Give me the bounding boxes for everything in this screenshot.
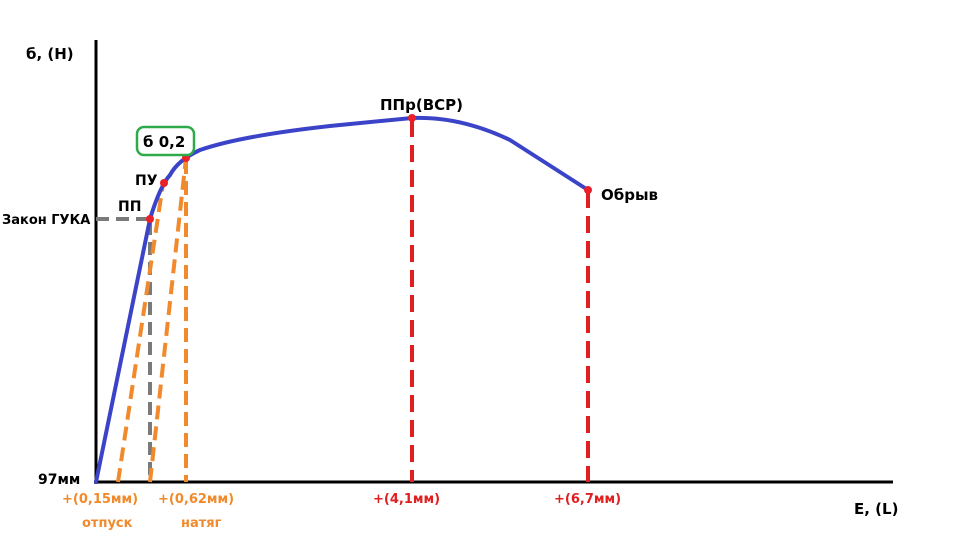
break-label: Обрыв [601, 186, 658, 204]
x-mark-2: +(0,62мм) [158, 492, 234, 507]
ppr-point [408, 114, 416, 122]
unloading-line [116, 183, 165, 483]
origin-label: 97мм [38, 472, 80, 488]
sigma02-box [135, 125, 196, 157]
pp-point [146, 215, 154, 223]
x-mark-3: +(4,1мм) [373, 492, 440, 507]
sigma02-label: б 0,2 [143, 133, 185, 151]
ppr-label: ППр(ВСР) [380, 96, 463, 114]
pp-label: ПП [118, 199, 141, 215]
x-mark-2-note: натяг [181, 516, 222, 531]
x-mark-1: +(0,15мм) [62, 492, 138, 507]
pu-point [160, 179, 168, 187]
x-mark-1-note: отпуск [82, 516, 133, 531]
x-mark-4: +(6,7мм) [554, 492, 621, 507]
hooke-label: Закон ГУКА [2, 213, 90, 228]
break-point [584, 186, 592, 194]
stress-strain-curve [94, 115, 590, 484]
offset-line [148, 157, 188, 483]
pu-label: ПУ [135, 173, 158, 189]
x-axis-label: Е, (L) [854, 500, 898, 518]
y-axis-label: б, (Н) [26, 45, 74, 63]
